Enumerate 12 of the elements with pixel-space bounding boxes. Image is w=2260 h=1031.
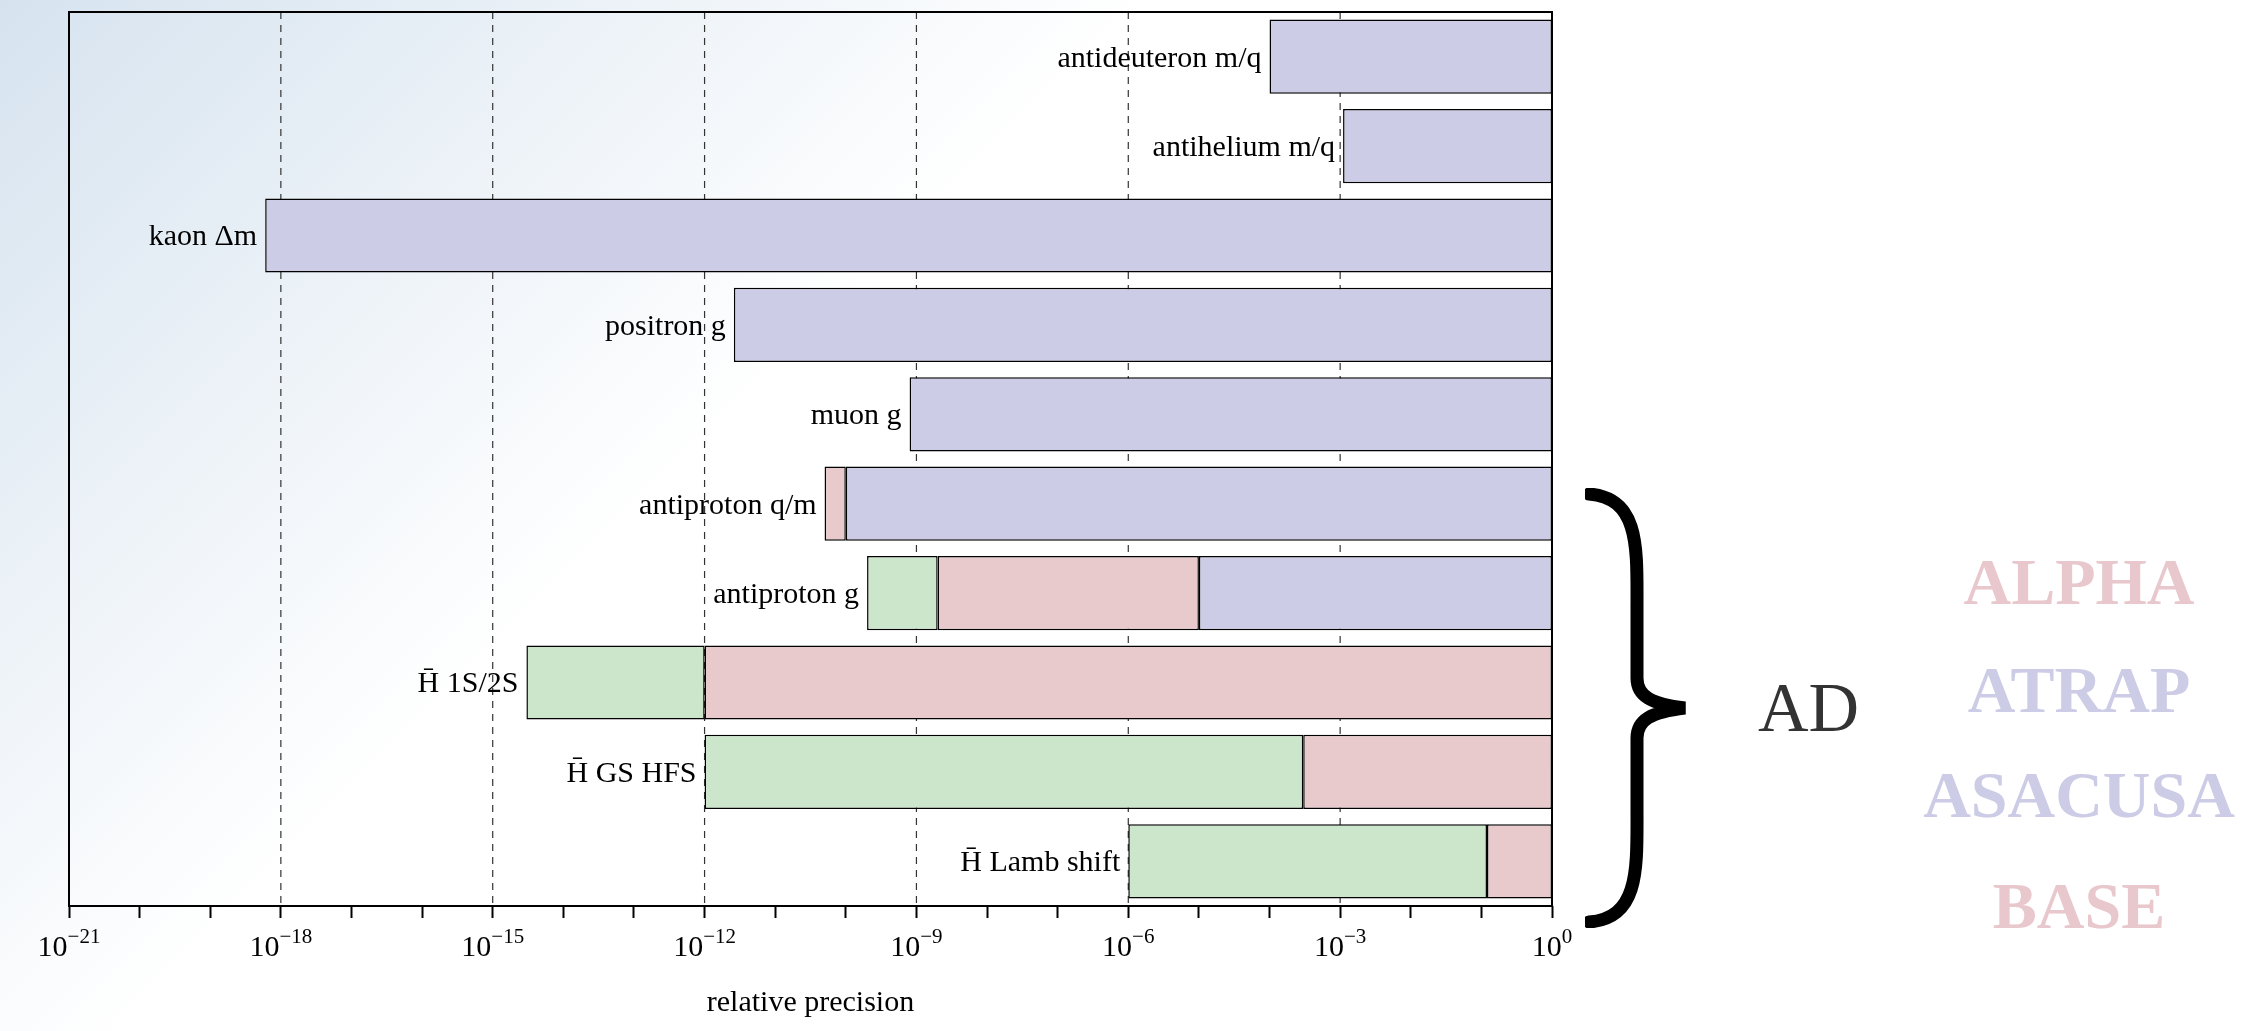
text: AD [1758, 668, 1860, 748]
y-tick-label: H̄ GS HFS [566, 754, 697, 788]
y-tick-label: H̄ 1S/2S [417, 665, 519, 699]
y-tick-label: kaon Δm [148, 218, 258, 252]
y-tick-label: antideuteron m/q [1057, 39, 1262, 73]
y-tick-label: antihelium m/q [1152, 128, 1336, 162]
y-tick-label: muon g [810, 397, 902, 431]
y-tick-label: antiproton q/m [639, 486, 817, 520]
y-tick-label: antiproton g [713, 575, 860, 609]
y-tick-label: H̄ Lamb shift [960, 844, 1121, 878]
x-axis-title: relative precision [706, 984, 915, 1017]
y-tick-label: positron g [605, 307, 726, 341]
